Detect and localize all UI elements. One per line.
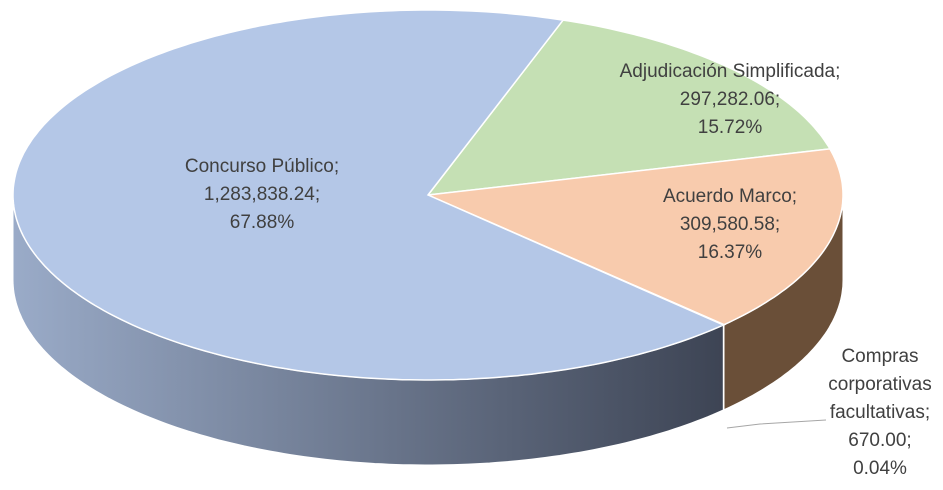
separator: ; <box>333 156 340 177</box>
slice <box>426 19 832 196</box>
separator: ; <box>924 402 931 423</box>
value-label: 309,580.58 <box>679 214 775 235</box>
category-label: Acuerdo Marco <box>662 186 792 207</box>
data-label: Concurso Público; 1,283,838.24; 67.88% <box>185 153 339 237</box>
data-label: Compras corporativas facultativas; 670.00… <box>818 343 943 483</box>
percent-label: 67.88% <box>229 212 295 233</box>
separator: ; <box>774 214 781 235</box>
data-label: Adjudicación Simplificada; 297,282.06; 15.… <box>620 58 841 142</box>
separator: ; <box>774 89 781 110</box>
category-label: Compras corporativas facultativas <box>828 346 932 423</box>
separator: ; <box>835 61 841 82</box>
slice <box>425 148 844 326</box>
data-label: Acuerdo Marco; 309,580.58; 16.37% <box>663 183 797 267</box>
value-label: 1,283,838.24 <box>203 184 315 205</box>
leader-line <box>726 419 827 429</box>
separator: ; <box>791 186 798 207</box>
slice <box>12 9 726 381</box>
separator: ; <box>906 430 912 451</box>
value-label: 297,282.06 <box>679 89 775 110</box>
value-label: 670.00 <box>848 430 907 451</box>
percent-label: 0.04% <box>853 458 907 479</box>
category-label: Concurso Público <box>184 156 334 177</box>
category-label: Adjudicación Simplificada <box>619 61 836 82</box>
separator: ; <box>314 184 321 205</box>
percent-label: 16.37% <box>697 242 763 263</box>
percent-label: 15.72% <box>697 117 763 138</box>
